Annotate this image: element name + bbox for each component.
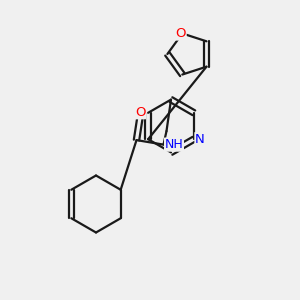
Text: NH: NH xyxy=(165,138,183,151)
Text: O: O xyxy=(176,27,186,40)
Text: O: O xyxy=(135,106,145,119)
Text: N: N xyxy=(195,133,205,146)
